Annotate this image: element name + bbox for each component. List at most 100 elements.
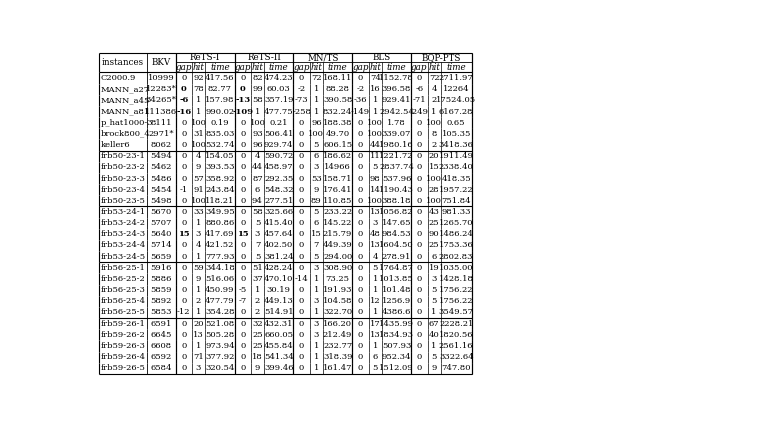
Text: 929.41: 929.41: [382, 96, 411, 104]
Text: 1: 1: [255, 108, 261, 115]
Text: 1980.16: 1980.16: [380, 141, 414, 149]
Text: 215.79: 215.79: [323, 230, 352, 238]
Text: 1753.36: 1753.36: [439, 242, 474, 249]
Text: 25: 25: [429, 242, 439, 249]
Text: 6584: 6584: [151, 364, 172, 372]
Text: 5: 5: [431, 297, 437, 305]
Text: 308.90: 308.90: [323, 264, 352, 272]
Text: 100: 100: [367, 197, 383, 205]
Text: 25: 25: [252, 331, 263, 339]
Text: 0: 0: [358, 253, 363, 261]
Text: 470.10: 470.10: [264, 275, 294, 283]
Text: 1: 1: [255, 286, 261, 294]
Text: 344.18: 344.18: [205, 264, 235, 272]
Text: 984.53: 984.53: [382, 230, 411, 238]
Text: 477.79: 477.79: [205, 297, 235, 305]
Text: 835.03: 835.03: [205, 130, 234, 138]
Text: 0: 0: [299, 320, 305, 328]
Text: 0: 0: [358, 297, 363, 305]
Text: 0: 0: [240, 342, 245, 350]
Text: 73.25: 73.25: [325, 275, 349, 283]
Text: 0: 0: [299, 242, 305, 249]
Text: 101.48: 101.48: [382, 286, 411, 294]
Text: 0: 0: [240, 320, 245, 328]
Text: 606.15: 606.15: [323, 141, 352, 149]
Text: 3: 3: [314, 163, 319, 171]
Text: 354.28: 354.28: [205, 309, 234, 316]
Text: 0: 0: [358, 364, 363, 372]
Text: 1152.78: 1152.78: [380, 74, 414, 82]
Text: 6: 6: [314, 152, 319, 160]
Text: 3: 3: [314, 331, 319, 339]
Text: 521.08: 521.08: [205, 320, 234, 328]
Text: 357.19: 357.19: [264, 96, 294, 104]
Text: 548.32: 548.32: [264, 186, 294, 194]
Text: 6: 6: [373, 353, 378, 361]
Text: 506.41: 506.41: [264, 130, 294, 138]
Text: 44: 44: [369, 141, 381, 149]
Text: 981.33: 981.33: [441, 208, 471, 216]
Text: 0: 0: [240, 331, 245, 339]
Text: frb56-25-5: frb56-25-5: [100, 309, 145, 316]
Text: 1604.50: 1604.50: [380, 242, 414, 249]
Text: frb50-23-4: frb50-23-4: [100, 186, 145, 194]
Text: 3549.57: 3549.57: [439, 309, 474, 316]
Text: 1: 1: [314, 309, 319, 316]
Text: 1013.85: 1013.85: [380, 275, 414, 283]
Text: 0: 0: [240, 208, 245, 216]
Text: 0: 0: [181, 175, 186, 182]
Text: 6167.28: 6167.28: [439, 108, 474, 115]
Text: 415.40: 415.40: [264, 219, 294, 227]
Text: -71: -71: [413, 96, 426, 104]
Text: 0: 0: [417, 163, 422, 171]
Text: 832.24: 832.24: [323, 108, 352, 115]
Text: 0: 0: [299, 342, 305, 350]
Text: frb59-26-5: frb59-26-5: [100, 364, 145, 372]
Text: 0: 0: [240, 152, 245, 160]
Text: 0: 0: [299, 253, 305, 261]
Text: 3418.36: 3418.36: [439, 141, 474, 149]
Text: 100: 100: [191, 141, 206, 149]
Text: frb56-25-1: frb56-25-1: [100, 264, 145, 272]
Text: 2561.16: 2561.16: [439, 342, 474, 350]
Text: hit: hit: [428, 63, 440, 72]
Text: 0: 0: [181, 85, 187, 93]
Text: 0: 0: [358, 309, 363, 316]
Text: 0: 0: [358, 130, 363, 138]
Text: 1820.56: 1820.56: [439, 331, 474, 339]
Text: 0: 0: [358, 119, 363, 127]
Text: 176.41: 176.41: [323, 186, 352, 194]
Text: 1: 1: [314, 96, 319, 104]
Text: 6645: 6645: [151, 331, 172, 339]
Text: -12: -12: [177, 309, 191, 316]
Text: frb53-24-3: frb53-24-3: [100, 230, 145, 238]
Text: 13: 13: [369, 208, 380, 216]
Text: 292.35: 292.35: [264, 175, 294, 182]
Text: 57: 57: [193, 175, 204, 182]
Text: 3: 3: [196, 364, 201, 372]
Text: 0: 0: [358, 264, 363, 272]
Text: 0: 0: [240, 364, 245, 372]
Text: 0: 0: [299, 353, 305, 361]
Text: 13: 13: [369, 242, 380, 249]
Text: 450.99: 450.99: [205, 286, 234, 294]
Text: MANN_a45: MANN_a45: [100, 96, 150, 104]
Text: 1435.99: 1435.99: [379, 320, 414, 328]
Text: 60.03: 60.03: [267, 85, 291, 93]
Text: 0: 0: [181, 364, 186, 372]
Text: 5: 5: [314, 253, 319, 261]
Text: 25: 25: [252, 342, 263, 350]
Text: 0: 0: [299, 141, 305, 149]
Text: 8062: 8062: [151, 141, 172, 149]
Text: 186.62: 186.62: [323, 152, 352, 160]
Text: 1190.43: 1190.43: [379, 186, 414, 194]
Text: 0.21: 0.21: [270, 119, 288, 127]
Text: 0: 0: [417, 175, 422, 182]
Text: 428.24: 428.24: [264, 264, 294, 272]
Text: 12283*: 12283*: [146, 85, 177, 93]
Text: 1: 1: [196, 108, 201, 115]
Text: 1834.93: 1834.93: [379, 331, 414, 339]
Text: 0: 0: [417, 320, 422, 328]
Text: 2942.54: 2942.54: [379, 108, 414, 115]
Text: 5494: 5494: [151, 152, 172, 160]
